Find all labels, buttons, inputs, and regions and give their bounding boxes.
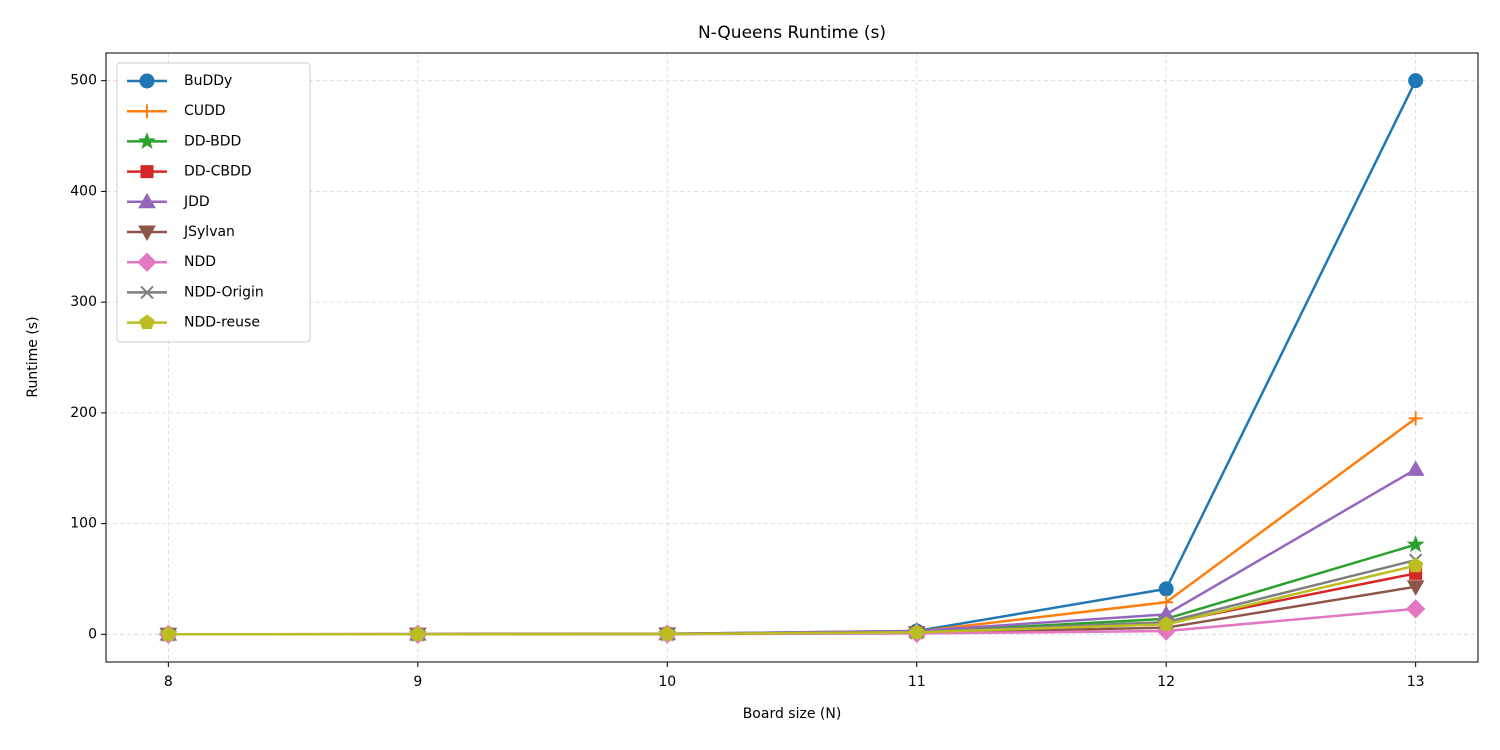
x-tick-label: 10 [658,674,676,690]
marker [160,626,177,641]
marker [1408,73,1424,89]
marker [1158,581,1174,597]
legend-label: DD-BDD [184,133,241,149]
legend-label: BuDDy [184,73,232,89]
series-line [168,558,1416,636]
y-tick-label: 0 [88,626,97,642]
legend-label: JSylvan [183,224,235,240]
marker [1158,616,1174,631]
y-axis-label: Runtime (s) [25,316,41,397]
y-tick-label: 500 [70,73,97,89]
marker [137,252,157,272]
marker [909,624,925,639]
y-tick-label: 400 [70,183,97,199]
marker [139,73,155,89]
marker [140,104,154,119]
x-axis-label: Board size (N) [743,706,842,722]
marker [138,225,156,242]
marker [1406,535,1425,553]
series-line [168,607,1416,636]
marker [1406,580,1425,596]
marker [140,285,154,300]
x-tick-label: 13 [1407,674,1425,690]
marker [410,626,426,641]
marker [138,131,156,150]
y-tick-label: 100 [70,516,97,532]
series-line [168,543,1416,636]
plot-frame [105,52,1479,663]
legend-label: CUDD [184,103,226,119]
marker [659,625,675,641]
legend: BuDDy CUDD DD-BDD DD-CBDD JDD JSylvan NDD NDD-O… [116,62,311,343]
marker [140,165,154,179]
marker [139,314,155,330]
legend-label: DD-CBDD [184,164,252,180]
y-tick-label: 200 [70,405,97,421]
series-line [168,564,1416,636]
x-tick-label: 9 [413,674,422,690]
chart-title: N-Queens Runtime (s) [698,23,886,43]
legend-label: NDD-Origin [184,284,264,300]
marker [1408,411,1423,426]
legend-label: JDD [183,194,210,210]
marker [1406,460,1425,476]
y-tick-label: 300 [70,294,97,310]
x-tick-label: 12 [1157,674,1175,690]
series-line [168,80,1417,636]
legend-label: NDD-reuse [184,315,260,331]
marker [1407,557,1424,573]
x-tick-label: 11 [908,674,926,690]
marker [138,192,156,209]
x-tick-label: 8 [164,674,173,690]
marker [1405,599,1426,619]
legend-label: NDD [184,254,216,270]
legend-box [116,62,311,343]
series-line [168,417,1417,636]
